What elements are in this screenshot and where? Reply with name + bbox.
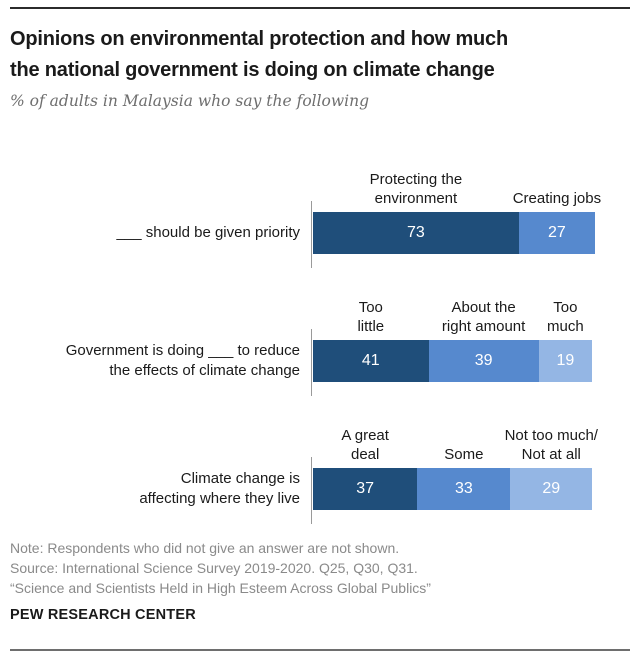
segment-headers: A great deal Some Not too much/Not at all xyxy=(313,406,598,466)
bar-value: 27 xyxy=(548,224,566,241)
segment-header-line: environment xyxy=(374,190,458,207)
page-title-line1: Opinions on environmental protection and… xyxy=(10,28,508,50)
chart-row-3: A great deal Some Not too much/Not at all Cl… xyxy=(0,406,640,534)
brand-footer: PEW RESEARCH CENTER xyxy=(10,607,196,623)
segment-header-line: deal xyxy=(350,446,380,463)
bar-value: 73 xyxy=(407,224,425,241)
segment-headers: Protecting the environment Creating jobs xyxy=(313,150,601,210)
bottom-rule xyxy=(10,649,630,651)
row-label-line: the effects of climate change xyxy=(109,362,300,379)
axis-baseline xyxy=(311,457,312,524)
segment-header-line: Too xyxy=(553,299,578,316)
segment-header-line: little xyxy=(357,318,385,335)
stacked-bar: 41 39 19 xyxy=(313,340,595,382)
segment-header: A great deal xyxy=(341,426,389,464)
bar-segment: 73 xyxy=(313,212,519,254)
bar-segment: 41 xyxy=(313,340,429,382)
bar-segment: 39 xyxy=(428,340,539,382)
bar-segment: 29 xyxy=(510,468,593,510)
chart: Protecting the environment Creating jobs __… xyxy=(0,150,640,534)
row-label-line: Government is doing ___ to reduce xyxy=(65,342,300,359)
page-title: Opinions on environmental protection and… xyxy=(10,24,630,86)
segment-header-line: Creating jobs xyxy=(512,190,602,207)
segment-header-line: Not too much/ xyxy=(504,427,598,444)
chart-subtitle: % of adults in Malaysia who say the foll… xyxy=(10,92,370,110)
axis-baseline xyxy=(311,201,312,268)
row-label: Climate change is affecting where they li… xyxy=(0,468,300,510)
row-label-line: affecting where they live xyxy=(139,490,300,507)
segment-header-line: Some xyxy=(444,446,484,463)
bar-segment: 19 xyxy=(538,340,593,382)
page-title-line2: the national government is doing on clim… xyxy=(10,59,495,81)
segment-header-line: much xyxy=(547,318,584,335)
bar-value: 39 xyxy=(474,352,493,369)
row-label: Government is doing ___ to reduce the eff… xyxy=(0,340,300,382)
segment-header: About the right amount xyxy=(442,298,525,336)
segment-header-line: right amount xyxy=(441,318,526,335)
segment-header-line: A great xyxy=(341,427,389,444)
stacked-bar: 37 33 29 xyxy=(313,468,595,510)
bar-value: 33 xyxy=(454,480,473,497)
bar-segment: 37 xyxy=(313,468,418,510)
source-line: Source: International Science Survey 201… xyxy=(10,560,418,576)
row-label: ___ should be given priority xyxy=(0,212,300,254)
note-line: Note: Respondents who did not give an an… xyxy=(10,540,400,556)
stacked-bar: 73 27 xyxy=(313,212,595,254)
report-title-line: “Science and Scientists Held in High Est… xyxy=(10,580,431,596)
segment-header: Protecting the environment xyxy=(370,170,463,208)
row-label-line: ___ should be given priority xyxy=(116,224,300,241)
segment-header-line: Not at all xyxy=(521,446,581,463)
top-rule xyxy=(10,7,630,9)
chart-row-1: Protecting the environment Creating jobs __… xyxy=(0,150,640,278)
segment-header-line: About the xyxy=(451,299,516,316)
footnotes: Note: Respondents who did not give an an… xyxy=(10,538,431,598)
axis-baseline xyxy=(311,329,312,396)
segment-header-line: Too xyxy=(358,299,383,316)
bar-segment: 33 xyxy=(417,468,511,510)
bar-value: 41 xyxy=(361,352,380,369)
segment-headers: Too little About the right amount Too much xyxy=(313,278,595,338)
chart-row-2: Too little About the right amount Too much Gov… xyxy=(0,278,640,406)
bar-segment: 27 xyxy=(518,212,595,254)
bar-value: 37 xyxy=(356,480,375,497)
segment-header: Not too much/Not at all xyxy=(505,426,598,464)
segment-header: Too much xyxy=(547,298,584,336)
segment-header: Creating jobs xyxy=(513,189,601,208)
segment-header-line: Protecting the xyxy=(369,171,463,188)
segment-header: Some xyxy=(444,445,483,464)
segment-header: Too little xyxy=(357,298,384,336)
bar-value: 29 xyxy=(542,480,561,497)
bar-value: 19 xyxy=(556,352,575,369)
row-label-line: Climate change is xyxy=(180,470,300,487)
